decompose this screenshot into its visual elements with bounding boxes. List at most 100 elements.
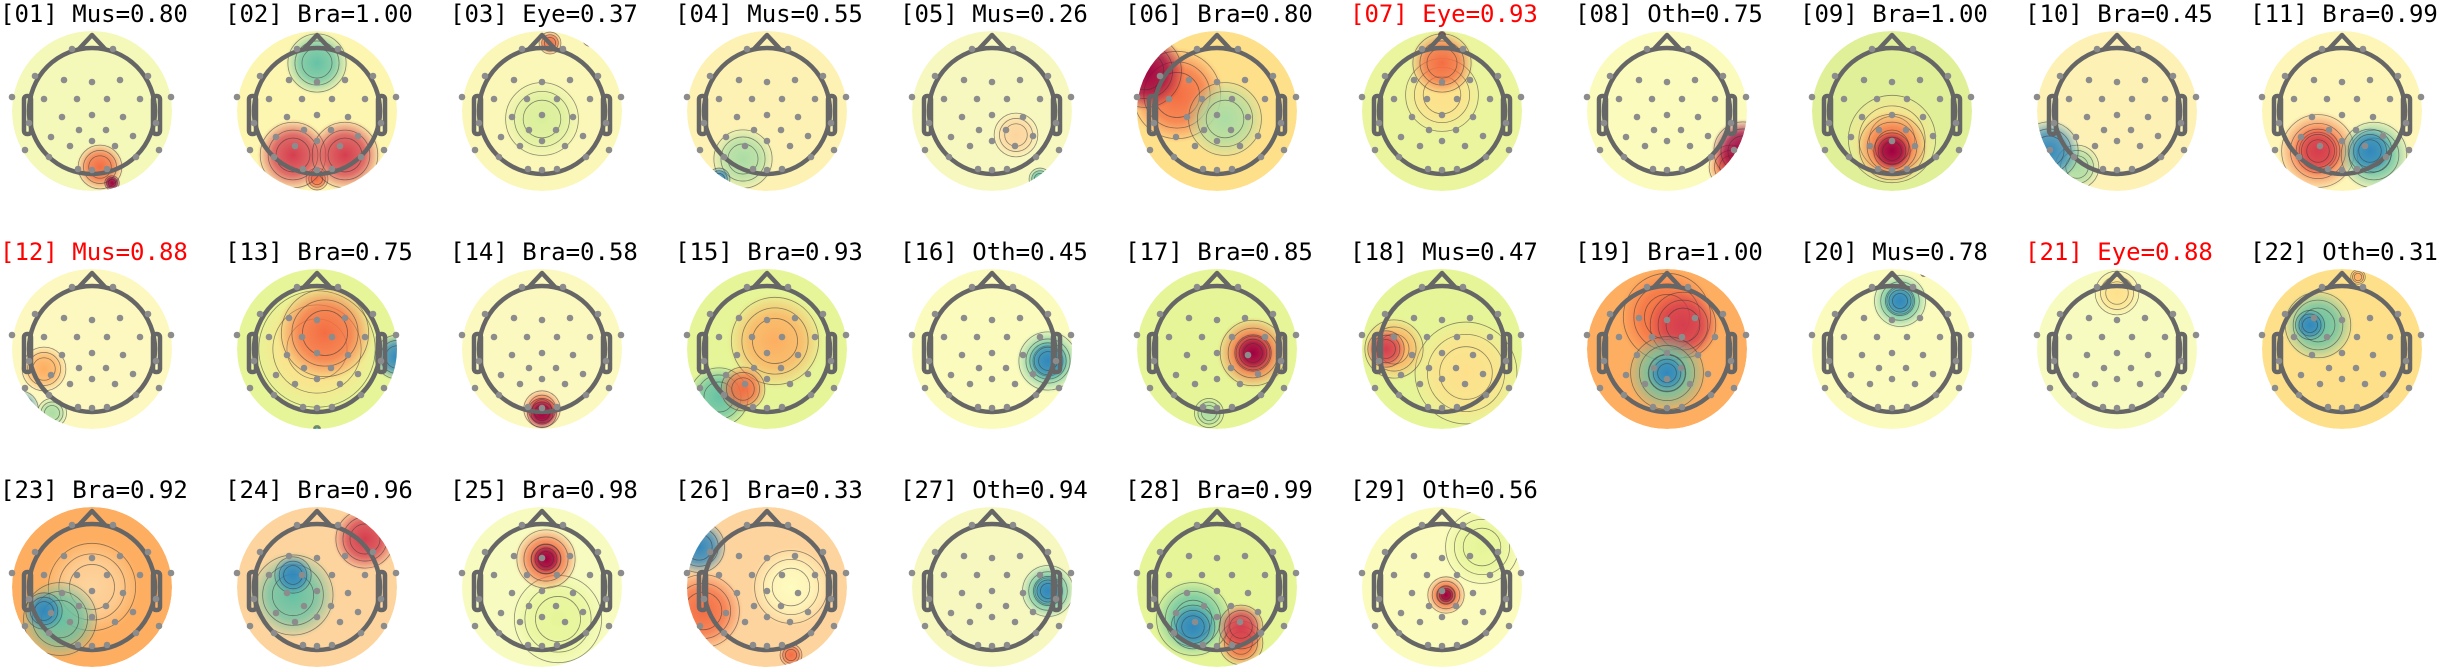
electrode-marker: [2091, 142, 2099, 150]
electrode-marker: [1032, 629, 1040, 637]
electrode-marker: [1227, 602, 1235, 610]
electrode-marker: [1418, 521, 1426, 529]
electrode-marker: [763, 78, 771, 86]
topomap-field: [1137, 269, 1297, 429]
electrode-marker: [1643, 45, 1651, 53]
electrode-marker: [2177, 357, 2185, 365]
electrode-marker: [111, 380, 119, 388]
electrode-marker: [594, 310, 602, 318]
electrode-marker: [1044, 72, 1052, 80]
electrode-marker: [1944, 310, 1952, 318]
electrode-marker: [2382, 391, 2390, 399]
electrode-marker: [380, 384, 388, 392]
component-25: [25] Bra=0.98: [450, 476, 638, 667]
electrode-marker: [58, 589, 66, 597]
electrode-marker: [2382, 153, 2390, 161]
electrode-marker: [2405, 384, 2413, 392]
electrode-marker: [586, 571, 594, 579]
electrode-marker: [794, 351, 802, 359]
electrode-marker: [1461, 380, 1469, 388]
electrode-marker: [392, 93, 400, 101]
electrode-marker: [2128, 403, 2136, 411]
contour-line: [2292, 299, 2344, 351]
electrode-marker: [2325, 126, 2333, 134]
nose-icon: [76, 270, 108, 290]
component-title: [02] Bra=1.00: [225, 0, 413, 28]
electrode-marker: [1469, 113, 1477, 121]
electrode-marker: [2369, 113, 2377, 121]
electrode-marker: [1727, 357, 1735, 365]
topomap-blob: [687, 519, 727, 575]
left-ear-icon: [471, 569, 484, 613]
left-ear-icon: [21, 93, 34, 137]
topomap-blob: [1040, 413, 1056, 429]
electrode-marker: [1615, 333, 1623, 341]
electrode-marker: [974, 165, 982, 173]
electrode-marker: [1620, 153, 1628, 161]
topomap-blob: [2157, 269, 2165, 277]
head-outline: [1146, 270, 1288, 415]
electrode-marker: [569, 589, 577, 597]
electrode-marker: [1003, 165, 1011, 173]
contour-line: [1043, 416, 1053, 426]
electrode-marker: [102, 364, 110, 372]
nose-icon: [1426, 270, 1458, 290]
electrode-marker: [733, 589, 741, 597]
contour-line: [1243, 343, 1263, 363]
electrode-marker: [1730, 384, 1738, 392]
electrode-marker: [2134, 283, 2142, 291]
electrode-marker: [715, 333, 723, 341]
electrode-marker: [2157, 391, 2165, 399]
contour-line: [585, 34, 595, 44]
electrode-marker: [566, 314, 574, 322]
electrode-marker: [1936, 95, 1944, 103]
electrode-marker: [60, 552, 68, 560]
electrode-marker: [1936, 333, 1944, 341]
component-23: [23] Bra=0.92: [0, 476, 188, 667]
electrode-marker: [700, 357, 708, 365]
contour-line: [1018, 331, 1072, 391]
electrode-marker: [553, 571, 561, 579]
electrode-marker: [777, 602, 785, 610]
electrode-marker: [1185, 314, 1193, 322]
electrode-marker: [749, 403, 757, 411]
electrode-marker: [1371, 384, 1379, 392]
electrode-marker: [1888, 316, 1896, 324]
topomap-field: [12, 31, 172, 191]
nose-icon: [751, 270, 783, 290]
electrode-marker: [1067, 331, 1075, 339]
electrode-marker: [696, 384, 704, 392]
electrode-marker: [1424, 641, 1432, 649]
electrode-marker: [552, 126, 560, 134]
component-title: [25] Bra=0.98: [450, 476, 638, 504]
electrode-marker: [73, 571, 81, 579]
right-ear-icon: [1950, 93, 1963, 137]
electrode-marker: [2154, 132, 2162, 140]
electrode-marker: [1395, 391, 1403, 399]
electrode-marker: [945, 153, 953, 161]
electrode-marker: [2157, 153, 2165, 161]
right-ear-icon: [1500, 93, 1513, 137]
electrode-marker: [1502, 119, 1510, 127]
contour-line: [2100, 276, 2134, 310]
electrode-marker: [66, 380, 74, 388]
electrode-marker: [1183, 351, 1191, 359]
contour-line: [705, 415, 717, 427]
electrode-marker: [1280, 384, 1288, 392]
electrode-marker: [377, 357, 385, 365]
electrode-marker: [2192, 331, 2200, 339]
electrode-marker: [1858, 351, 1866, 359]
electrode-marker: [1888, 111, 1896, 119]
electrode-marker: [1408, 589, 1416, 597]
electrode-marker: [1016, 552, 1024, 560]
electrode-marker: [579, 370, 587, 378]
head-outline: [1146, 32, 1288, 177]
electrode-marker: [2402, 119, 2410, 127]
electrode-marker: [1494, 310, 1502, 318]
contour-line: [1888, 289, 1912, 313]
electrode-marker: [119, 113, 127, 121]
electrode-marker: [1213, 375, 1221, 383]
electrode-marker: [706, 72, 714, 80]
topomap-field: [12, 507, 172, 667]
electrode-marker: [1199, 641, 1207, 649]
